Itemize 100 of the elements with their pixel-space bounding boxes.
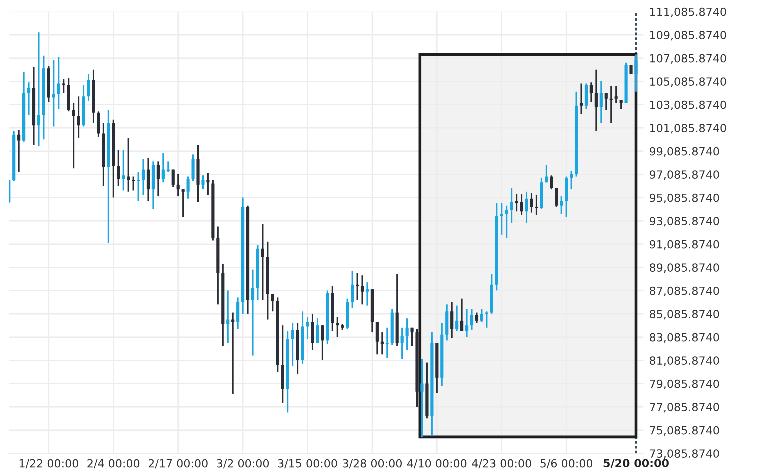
ref-line-label: 5/20 00:00 xyxy=(604,459,669,468)
candlestick xyxy=(475,312,479,324)
candlestick xyxy=(52,60,56,128)
candlestick xyxy=(510,188,514,224)
candlestick xyxy=(37,32,41,148)
y-tick-label: 91,085.8740 xyxy=(650,240,720,250)
candlestick xyxy=(77,96,80,140)
candlestick xyxy=(261,224,265,301)
y-tick-label: 81,085.8740 xyxy=(650,356,720,366)
candlestick xyxy=(614,85,618,104)
candlestick xyxy=(202,174,205,190)
candlestick xyxy=(600,80,603,124)
candlestick xyxy=(142,158,146,196)
candlestick xyxy=(156,160,160,198)
x-tick-label: 4/23 00:00 xyxy=(472,459,532,469)
candlestick xyxy=(97,110,100,138)
candlestick xyxy=(122,149,126,192)
y-tick-label: 107,085.8740 xyxy=(650,54,726,64)
candlestick xyxy=(360,274,364,306)
x-tick-label: 1/22 00:00 xyxy=(20,459,78,469)
candlestick xyxy=(470,308,474,331)
candlestick xyxy=(620,99,623,110)
y-tick-label: 101,085.8740 xyxy=(650,124,726,134)
y-tick-label: 75,085.8740 xyxy=(650,426,720,436)
candlestick xyxy=(580,83,584,115)
x-tick-label: 5/6 00:00 xyxy=(540,459,593,469)
candlestick xyxy=(545,164,548,184)
candlestick xyxy=(192,154,195,182)
candlestick xyxy=(57,56,60,110)
candlestick xyxy=(555,188,558,208)
y-tick-label: 95,085.8740 xyxy=(650,194,720,204)
x-tick-label: 2/4 00:00 xyxy=(88,459,140,469)
y-tick-label: 87,085.8740 xyxy=(650,286,720,296)
candlestick xyxy=(351,270,354,309)
candlestick xyxy=(410,327,414,348)
y-tick-label: 83,085.8740 xyxy=(650,333,720,343)
candlestick xyxy=(316,318,320,344)
candlestick xyxy=(127,138,130,193)
x-tick-label: 4/10 00:00 xyxy=(407,459,467,469)
candlestick xyxy=(500,202,504,236)
candlestick xyxy=(18,130,21,173)
y-tick-label: 79,085.8740 xyxy=(650,380,720,390)
y-tick-label: 105,085.8740 xyxy=(650,78,726,88)
candlestick xyxy=(530,192,534,214)
x-tick-label: 3/28 00:00 xyxy=(343,459,402,469)
candlestick xyxy=(560,196,564,215)
y-tick-label: 109,085.8740 xyxy=(650,31,726,41)
y-tick-label: 73,085.8740 xyxy=(650,450,720,460)
candlestick xyxy=(634,54,638,93)
candlestick xyxy=(366,282,370,307)
y-tick-label: 99,085.8740 xyxy=(650,147,720,157)
y-tick-label: 85,085.8740 xyxy=(650,310,720,320)
x-tick-label: 2/17 00:00 xyxy=(148,459,208,469)
candlestick xyxy=(182,188,185,218)
y-tick-label: 111,085.8740 xyxy=(650,8,726,18)
candlestick xyxy=(117,149,120,187)
candlestick xyxy=(400,327,404,360)
candlestick xyxy=(306,316,310,340)
candlestick xyxy=(162,152,165,184)
candlestick xyxy=(570,170,574,190)
candlestick xyxy=(590,82,593,104)
candlestick xyxy=(505,205,508,240)
candlestick xyxy=(87,74,90,102)
y-tick-label: 103,085.8740 xyxy=(650,100,726,110)
y-tick-label: 89,085.8740 xyxy=(650,264,720,274)
candlestick xyxy=(251,269,255,357)
candlestick xyxy=(406,318,409,351)
y-tick-label: 93,085.8740 xyxy=(650,217,720,227)
x-tick-label: 3/2 00:00 xyxy=(217,459,270,469)
candlestick xyxy=(172,169,175,188)
candlestick xyxy=(525,191,528,224)
candlestick xyxy=(27,82,31,116)
y-tick-label: 97,085.8740 xyxy=(650,170,720,180)
candlestick xyxy=(460,298,464,332)
candlestick xyxy=(450,302,454,340)
candlestick xyxy=(565,176,568,218)
candlestick xyxy=(236,296,240,330)
candlestick xyxy=(420,358,424,438)
candlestick xyxy=(291,322,294,368)
candlestick xyxy=(376,321,379,356)
candlestick xyxy=(321,324,324,362)
candlestick xyxy=(446,304,449,342)
candlestick xyxy=(594,69,598,132)
candlestick xyxy=(535,194,538,216)
candlestick xyxy=(186,176,190,200)
x-tick-label: 3/15 00:00 xyxy=(278,459,338,469)
candlestick xyxy=(146,157,150,202)
candlestick xyxy=(72,102,76,170)
candlestick xyxy=(456,305,459,332)
candlestick xyxy=(550,174,554,190)
candlestick xyxy=(465,308,469,338)
candlestick xyxy=(176,174,180,198)
y-tick-label: 77,085.8740 xyxy=(650,403,720,413)
candlestick xyxy=(584,83,588,110)
candlestick xyxy=(226,290,230,344)
candlestick xyxy=(480,308,484,323)
candlestick xyxy=(206,172,210,196)
candlestick xyxy=(604,92,608,112)
candlestick xyxy=(271,293,274,312)
candlestick xyxy=(311,313,314,351)
